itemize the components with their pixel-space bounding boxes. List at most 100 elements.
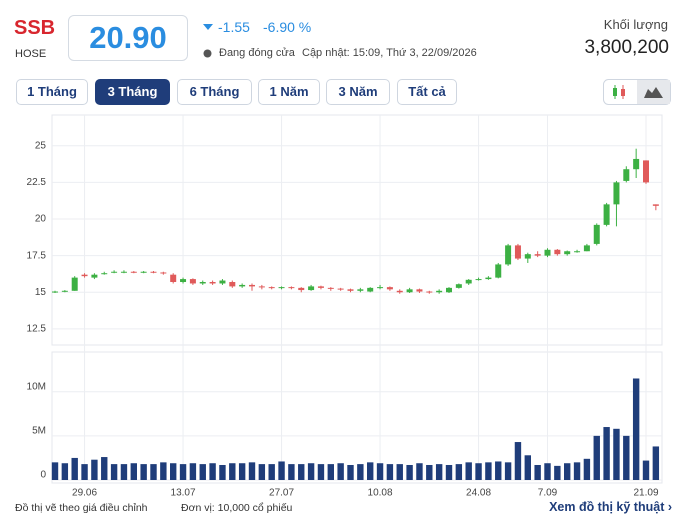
x-tick-label: 10.08	[368, 488, 393, 499]
volume-total: 3,800,200	[584, 37, 669, 58]
x-tick-label: 24.08	[466, 488, 491, 499]
candle-body	[603, 204, 610, 225]
volume-bar	[229, 463, 236, 480]
volume-bar	[465, 462, 472, 480]
volume-bar	[573, 462, 581, 480]
candle-body	[170, 274, 177, 283]
volume-bar	[199, 464, 206, 480]
range-button[interactable]: Tất cả	[397, 79, 457, 105]
volume-bar	[386, 464, 394, 480]
volume-bar	[367, 462, 374, 480]
volume-bar	[51, 462, 59, 480]
candle-body	[278, 287, 285, 289]
volume-bar	[396, 464, 403, 480]
change-pct: -6.90 %	[263, 19, 312, 35]
candle-body	[554, 249, 561, 255]
candle-body	[377, 287, 384, 289]
candle-body	[564, 251, 571, 255]
candle-body	[633, 158, 640, 170]
volume-bar	[101, 457, 108, 480]
candle-body	[91, 274, 98, 278]
y-tick-label: 15	[35, 287, 47, 298]
volume-bar	[71, 457, 78, 480]
volume-bar	[445, 464, 453, 480]
technical-link[interactable]: Xem đồ thị kỹ thuật ›	[549, 500, 672, 514]
candle-body	[258, 286, 265, 288]
candle-body	[436, 290, 443, 293]
volume-bar	[150, 464, 157, 480]
status: Đang đóng cửa	[219, 47, 295, 59]
candle-body	[81, 274, 88, 277]
volume-bar	[632, 378, 640, 480]
range-button[interactable]: 1 Tháng	[16, 79, 88, 105]
candle-body	[357, 289, 364, 291]
volume-bar	[455, 464, 463, 480]
x-tick-label: 29.06	[72, 488, 97, 499]
status-dot	[203, 49, 212, 58]
exchange: HOSE	[15, 48, 47, 60]
volume-label: Khối lượng	[603, 17, 668, 32]
candle-body	[386, 287, 393, 290]
candle-body	[249, 284, 255, 287]
candle-body	[514, 245, 521, 259]
x-tick-label: 27.07	[269, 488, 294, 499]
volume-bar	[288, 464, 295, 480]
candle-body	[583, 245, 590, 252]
candle-body	[189, 279, 196, 284]
candle-body	[495, 264, 502, 278]
change: -1.55	[218, 19, 250, 35]
volume-bar	[327, 464, 334, 480]
volume-bar	[435, 464, 443, 480]
y-tick-label: 20	[35, 214, 47, 225]
volume-tick-label: 5M	[32, 426, 46, 437]
candle-body	[574, 251, 581, 253]
y-tick-label: 25	[35, 140, 47, 151]
volume-bar	[642, 460, 650, 480]
candle-body	[317, 286, 324, 288]
candle-body	[485, 277, 492, 280]
range-button[interactable]: 6 Tháng	[177, 79, 252, 105]
price-panel	[51, 114, 663, 346]
volume-bar	[298, 464, 305, 480]
volume-bar	[475, 463, 482, 480]
volume-bar	[485, 462, 492, 480]
candle-body	[288, 287, 295, 289]
volume-bar	[130, 463, 137, 480]
volume-bar	[357, 464, 364, 480]
volume-bar	[564, 463, 571, 480]
range-button[interactable]: 1 Năm	[258, 79, 320, 105]
candle-body	[347, 289, 354, 291]
candle-body	[367, 287, 374, 292]
volume-bar	[347, 464, 354, 480]
candle-body	[52, 291, 58, 293]
volume-bar	[534, 464, 541, 480]
volume-bar	[170, 463, 177, 480]
volume-bar	[278, 461, 285, 480]
candle-body	[140, 271, 147, 273]
range-button[interactable]: 3 Tháng	[95, 79, 170, 105]
candle-body	[406, 289, 413, 293]
volume-bar	[426, 464, 433, 480]
range-button[interactable]: 3 Năm	[326, 79, 390, 105]
volume-bar	[179, 464, 187, 480]
candle-body	[268, 287, 275, 289]
volume-bar	[623, 435, 630, 480]
chart-type-toggle[interactable]	[603, 79, 671, 105]
volume-bar	[258, 464, 266, 480]
volume-bar	[160, 462, 167, 480]
volume-bar	[495, 461, 502, 480]
candle-body	[61, 290, 68, 292]
volume-bar	[376, 463, 384, 480]
volume-bar	[416, 463, 423, 480]
candle-body	[239, 284, 246, 287]
volume-bar	[613, 428, 620, 480]
volume-bar	[337, 463, 344, 480]
candle-body	[180, 279, 187, 283]
x-tick-label: 21.09	[633, 488, 658, 499]
candle-body	[623, 169, 630, 181]
volume-bar	[603, 427, 610, 480]
candle-body	[613, 182, 620, 205]
volume-bar	[524, 455, 531, 480]
